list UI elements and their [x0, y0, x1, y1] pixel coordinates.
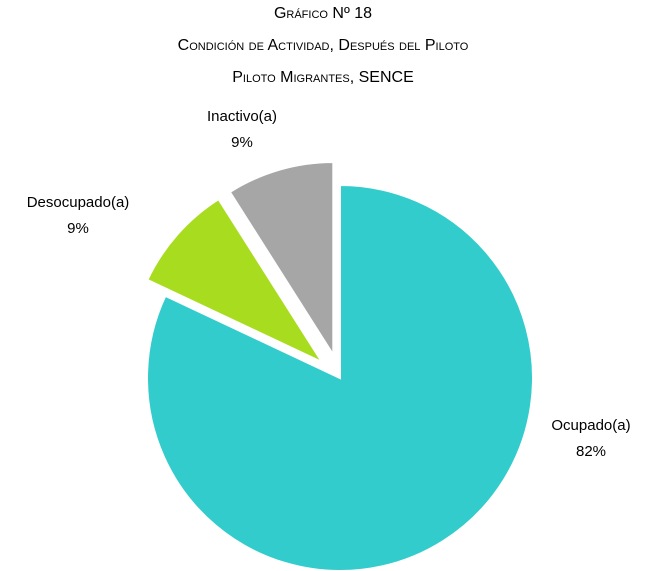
chart-title: Piloto Migrantes, SENCE: [232, 69, 414, 86]
value-label: 9%: [67, 220, 89, 237]
value-label: 82%: [576, 443, 606, 460]
chart-title: Condición de Actividad, Después del Pilo…: [178, 37, 469, 54]
slice-label: Desocupado(a): [27, 194, 130, 211]
pie-slice: [146, 183, 534, 571]
slice-label: Inactivo(a): [207, 108, 277, 125]
pie-slice: [146, 197, 325, 365]
value-label: 9%: [231, 134, 253, 151]
chart-title: Gráfico Nº 18: [274, 5, 372, 22]
slice-label: Ocupado(a): [551, 417, 630, 434]
pie-slice: [228, 160, 335, 359]
